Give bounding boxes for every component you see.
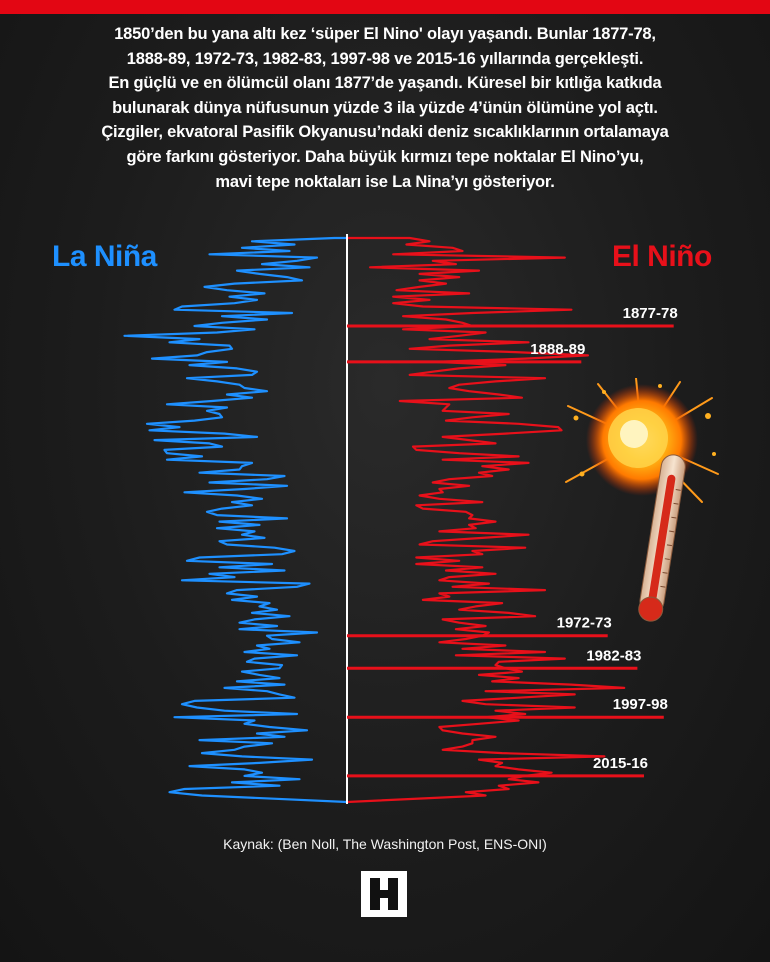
el-nino-line <box>346 236 626 804</box>
intro-line: göre farkını gösteriyor. Daha büyük kırm… <box>126 147 644 166</box>
event-label: 1972-73 <box>557 615 612 632</box>
h-logo-icon <box>361 871 407 917</box>
event-label: 1888-89 <box>530 341 585 358</box>
event-annotations: 1877-78 1888-89 1972-73 1982-83 1997-98 2015-… <box>347 305 678 778</box>
el-nino-series <box>346 236 626 804</box>
el-nino-label: El Niño <box>612 240 712 273</box>
intro-line: bulunarak dünya nüfusunun yüzde 3 ila yü… <box>112 98 658 117</box>
intro-text: 1850’den bu yana altı kez ‘süper El Nino… <box>30 22 740 194</box>
source-credit: Kaynak: (Ben Noll, The Washington Post, … <box>223 836 547 852</box>
enso-bar-chart: 1877-78 1888-89 1972-73 1982-83 1997-98 2015-… <box>123 234 678 804</box>
event-label: 1877-78 <box>623 305 678 322</box>
event-label: 2015-16 <box>593 755 648 772</box>
event-label: 1982-83 <box>586 647 641 664</box>
intro-line: 1888-89, 1972-73, 1982-83, 1997-98 ve 20… <box>126 49 644 68</box>
la-nina-series <box>123 236 348 804</box>
la-nina-line <box>123 236 348 804</box>
intro-line: Çizgiler, ekvatoral Pasifik Okyanusu’nda… <box>101 123 669 142</box>
la-nina-label: La Niña <box>52 240 157 273</box>
exploding-thermometer-icon <box>565 378 719 622</box>
intro-line: En güçlü ve en ölümcül olanı 1877’de yaş… <box>108 74 662 93</box>
event-label: 1997-98 <box>613 696 668 713</box>
intro-line: mavi tepe noktaları ise La Nina’yı göste… <box>215 172 555 191</box>
intro-line: 1850’den bu yana altı kez ‘süper El Nino… <box>114 25 656 43</box>
top-accent-bar <box>0 0 770 14</box>
